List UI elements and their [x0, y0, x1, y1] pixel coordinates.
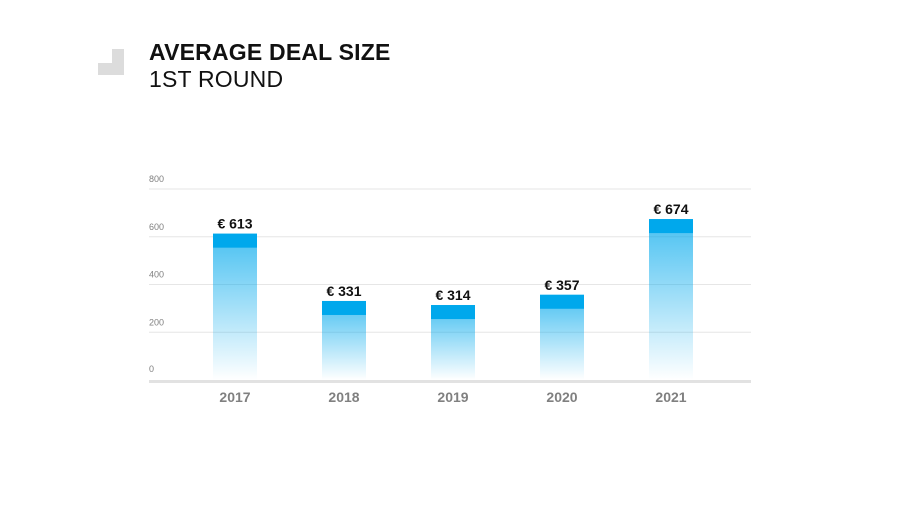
y-axis-ticks: 0 200 400 600 800 — [149, 174, 164, 374]
bar-cap-2020 — [540, 294, 584, 309]
chart-subtitle: 1ST ROUND — [149, 66, 284, 92]
y-tick-label: 200 — [149, 317, 164, 327]
x-tick-label: 2018 — [328, 389, 359, 405]
bar-2021 — [649, 219, 693, 380]
stair-step-shape — [98, 49, 124, 75]
stair-step-icon — [98, 49, 124, 75]
y-tick-label: 0 — [149, 364, 154, 374]
bar-2017 — [213, 233, 257, 380]
bars — [213, 219, 693, 380]
data-labels: € 613 € 331 € 314 € 357 € 674 — [217, 201, 688, 303]
data-label: € 674 — [653, 201, 688, 217]
bar-cap-2017 — [213, 233, 257, 248]
y-tick-label: 600 — [149, 222, 164, 232]
y-tick-label: 400 — [149, 270, 164, 280]
bar-2020 — [540, 294, 584, 380]
x-tick-label: 2017 — [219, 389, 250, 405]
x-tick-label: 2021 — [655, 389, 686, 405]
x-tick-label: 2020 — [546, 389, 577, 405]
bar-cap-2019 — [431, 305, 475, 320]
bar-cap-2021 — [649, 219, 693, 234]
data-label: € 331 — [326, 283, 361, 299]
bar-cap-2018 — [322, 300, 366, 315]
x-axis-ticks: 2017 2018 2019 2020 2021 — [219, 389, 686, 405]
data-label: € 314 — [435, 287, 470, 303]
chart-title: AVERAGE DEAL SIZE — [149, 39, 391, 65]
y-tick-label: 800 — [149, 174, 164, 184]
data-label: € 357 — [544, 277, 579, 293]
x-tick-label: 2019 — [437, 389, 468, 405]
data-label: € 613 — [217, 216, 252, 232]
